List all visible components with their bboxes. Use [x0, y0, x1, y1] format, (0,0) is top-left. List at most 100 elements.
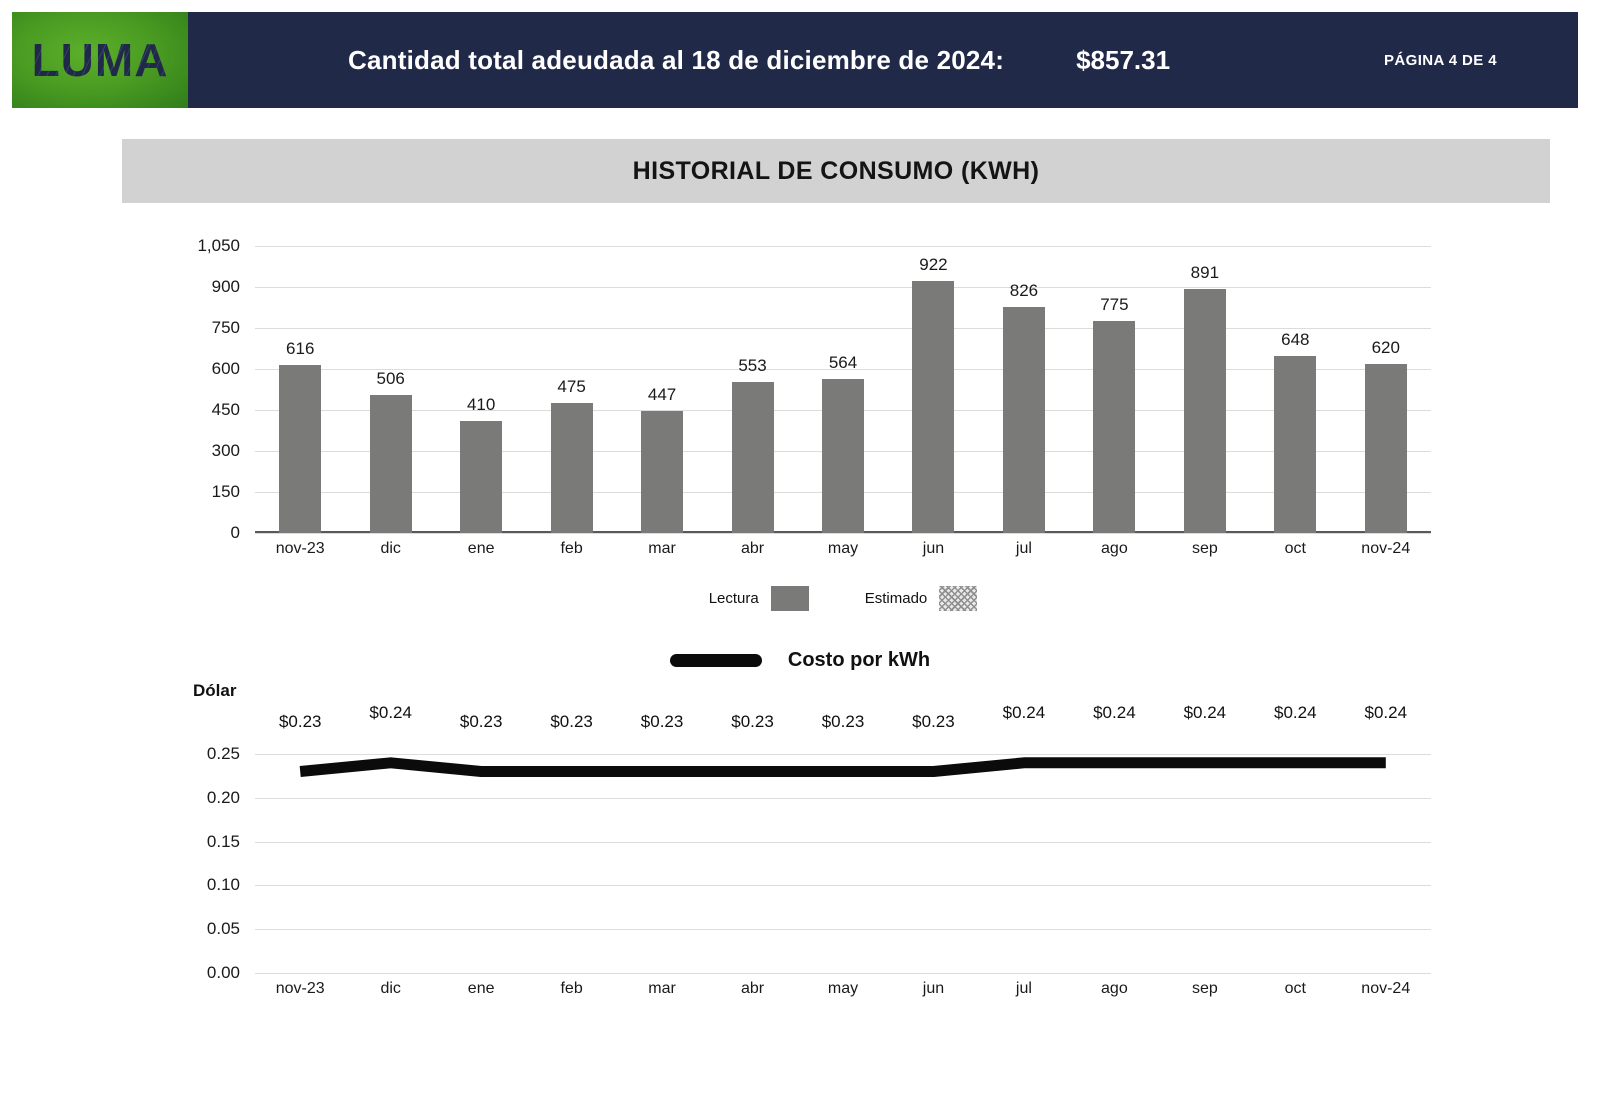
gridline: [255, 929, 1431, 931]
bar-value-label: 775: [1100, 295, 1129, 315]
consumption-bar: [1274, 355, 1317, 533]
x-tick-label: jul: [1015, 980, 1032, 997]
consumption-bar: [912, 281, 955, 533]
cost-point-label: $0.24: [1002, 702, 1046, 722]
consumption-bar: [641, 410, 684, 533]
y-tick-label: 0.20: [206, 787, 240, 807]
legend-lectura: Lectura: [709, 586, 809, 611]
x-tick-label: dic: [380, 980, 401, 997]
gridline: [255, 533, 1431, 534]
consumption-bar: [731, 381, 774, 533]
y-tick-label: 0.00: [206, 963, 240, 982]
x-tick-label: ago: [1101, 540, 1128, 557]
consumption-xaxis: nov-23 dic ene feb mar abr may jun jul ago sep oct n…: [255, 540, 1431, 564]
cost-point-label: $0.23: [278, 711, 322, 731]
page-indicator: PÁGINA 4 DE 4: [1383, 51, 1497, 69]
x-tick-label: abr: [740, 980, 765, 997]
total-due-amount: $857.31: [1076, 44, 1171, 75]
x-tick-label: sep: [1191, 540, 1218, 557]
consumption-bar: [1002, 307, 1045, 533]
bar-value-label: 826: [1009, 281, 1039, 301]
luma-logo-text: LUMA: [31, 34, 169, 86]
legend-lectura-label: Lectura: [708, 590, 759, 607]
cost-point-label: $0.24: [369, 702, 412, 722]
x-tick-label: oct: [1284, 540, 1306, 557]
bar-value-label: 616: [286, 338, 315, 358]
x-tick-label: ene: [467, 540, 495, 557]
bar-value-label: 648: [1281, 329, 1310, 349]
bar-value-label: 475: [557, 377, 586, 397]
y-tick-label: 0.15: [206, 831, 240, 851]
section-title-bar: HISTORIAL DE CONSUMO (KWH): [122, 139, 1550, 203]
gridline: [255, 841, 1431, 843]
x-tick-label: dic: [380, 540, 401, 557]
consumption-yaxis: 1,050 900 750 600 450 300 150 0: [145, 236, 240, 542]
gridline: [255, 885, 1431, 887]
x-tick-label: jun: [922, 980, 945, 997]
x-tick-label: jun: [922, 540, 945, 557]
cost-axis-title: Dólar: [193, 681, 237, 700]
y-tick-label: 750: [211, 318, 240, 337]
cost-point-label: $0.23: [459, 711, 503, 731]
gridline: [255, 797, 1431, 799]
consumption-bar: [550, 403, 593, 533]
cost-plot: $0.23 $0.24 $0.23 $0.23 $0.23 $0.23 $0.23 $0.23…: [255, 703, 1431, 974]
consumption-plot: 616 506 410 475 447 553 564 922 826 775 891 648 620: [255, 246, 1431, 534]
cost-point-label: $0.23: [550, 711, 593, 731]
bar-value-label: 564: [828, 352, 858, 372]
x-tick-label: mar: [648, 540, 676, 557]
gridline: [255, 328, 1431, 329]
luma-logo: LUMA: [12, 12, 188, 108]
bar-value-label: 410: [466, 394, 496, 414]
x-tick-label: feb: [560, 980, 583, 997]
total-due-label: Cantidad total adeudada al 18 de diciemb…: [348, 44, 1005, 75]
bar-value-label: 553: [738, 355, 767, 375]
x-tick-label: mar: [648, 980, 676, 997]
x-tick-label: ago: [1101, 980, 1128, 997]
x-tick-label: may: [827, 980, 859, 997]
gridline: [255, 754, 1431, 755]
x-tick-label: abr: [740, 540, 765, 557]
header-bar: Cantidad total adeudada al 18 de diciemb…: [188, 12, 1578, 108]
x-tick-label: nov-23: [275, 980, 325, 997]
cost-point-label: $0.23: [821, 711, 865, 731]
y-tick-label: 0: [230, 523, 240, 542]
cost-xaxis: nov-23 dic ene feb mar abr may jun jul ago sep oct n…: [255, 980, 1431, 1004]
legend-estimado: Estimado: [865, 586, 978, 611]
cost-point-label: $0.24: [1093, 702, 1136, 722]
gridline: [255, 246, 1431, 247]
bar-value-label: 620: [1371, 337, 1400, 357]
consumption-bar: [1364, 363, 1407, 533]
cost-yaxis: 0.25 0.20 0.15 0.10 0.05 0.00: [145, 744, 240, 982]
cost-line-icon: [669, 654, 762, 667]
consumption-bar: [369, 394, 412, 533]
consumption-bar: [1183, 289, 1226, 533]
y-tick-label: 450: [211, 400, 240, 419]
cost-point-label: $0.24: [1183, 702, 1227, 722]
bar-value-label: 447: [647, 384, 677, 404]
y-tick-label: 900: [211, 277, 240, 296]
cost-point-label: $0.23: [640, 711, 684, 731]
section-title: HISTORIAL DE CONSUMO (KWH): [632, 156, 1040, 185]
cost-point-label: $0.24: [1274, 702, 1317, 722]
estimado-swatch-icon: [939, 586, 978, 611]
x-tick-label: may: [827, 540, 859, 557]
consumption-bar: [822, 378, 864, 533]
consumption-legend: Lectura Estimado: [255, 586, 1431, 611]
gridline: [255, 973, 1431, 974]
lectura-swatch-icon: [770, 586, 809, 611]
y-tick-label: 0.05: [206, 919, 240, 939]
cost-legend-label: Costo por kWh: [787, 649, 931, 671]
x-tick-label: nov-23: [275, 540, 325, 557]
x-tick-label: nov-24: [1361, 540, 1411, 557]
consumption-bar: [460, 420, 503, 533]
y-tick-label: 300: [211, 441, 240, 460]
cost-line: [299, 757, 1386, 777]
gridline: [255, 369, 1431, 370]
consumption-bar: [279, 364, 322, 533]
y-tick-label: 600: [211, 359, 240, 378]
legend-estimado-label: Estimado: [864, 590, 928, 607]
gridline: [255, 287, 1431, 288]
consumption-bar: [1093, 321, 1136, 533]
